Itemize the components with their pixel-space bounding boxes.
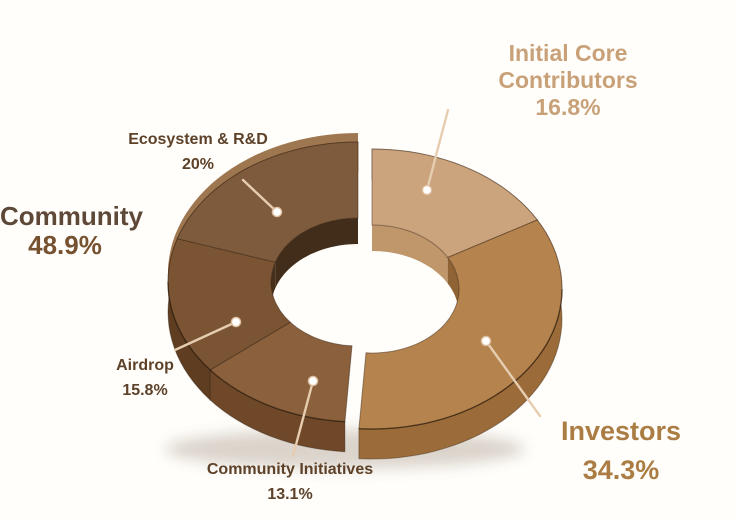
leader-line-community-initiatives (291, 379, 315, 458)
leader-dot-community-initiatives (307, 375, 319, 387)
front-edge-investors (358, 288, 563, 430)
inner-wall-initial-core-contributors (372, 225, 448, 284)
leader-dot-airdrop (230, 316, 242, 328)
leader-line-ecosystem-r-d (241, 178, 279, 214)
leader-line-initial-core-contributors (425, 108, 450, 192)
front-edge-community-initiatives (209, 369, 345, 423)
front-edge-airdrop (167, 281, 211, 371)
leader-dot-initial-core-contributors (421, 184, 433, 196)
leader-line-airdrop (173, 320, 238, 352)
inner-wall-ecosystem-r-d (275, 218, 358, 289)
leader-dot-investors (480, 335, 492, 347)
leader-line-investors (484, 339, 542, 418)
leader-dot-ecosystem-r-d (271, 206, 283, 218)
inner-wall-investors (447, 257, 459, 315)
